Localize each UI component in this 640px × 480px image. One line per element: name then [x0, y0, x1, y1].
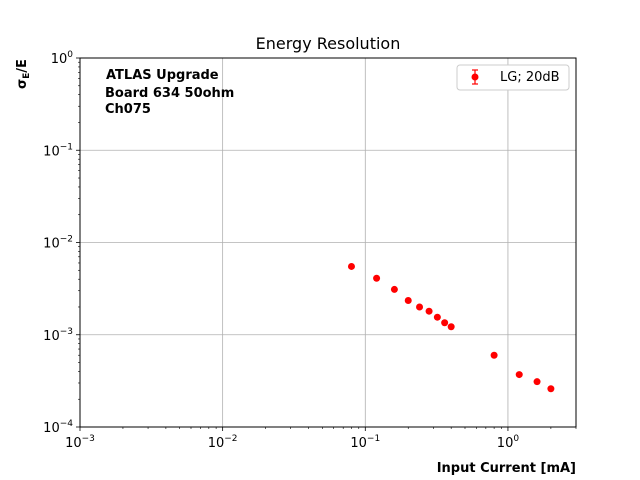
- data-point: [433, 313, 441, 321]
- data-point: [425, 307, 433, 315]
- data-point: [347, 262, 355, 270]
- legend-box: [456, 64, 570, 91]
- data-point: [447, 323, 455, 331]
- legend-label: LG; 20dB: [500, 70, 560, 85]
- data-point: [490, 351, 498, 359]
- data-point: [416, 303, 424, 311]
- annotation-line-2: Board 634 50ohm: [105, 86, 234, 101]
- legend-marker: [471, 73, 479, 81]
- x-tick-label: 10−3: [65, 434, 95, 451]
- data-point: [547, 385, 555, 393]
- data-point: [515, 371, 523, 379]
- data-point: [373, 274, 381, 282]
- chart-title: Energy Resolution: [256, 34, 401, 53]
- y-axis-label-tail: /E: [15, 59, 30, 73]
- y-tick-label: 10−2: [43, 235, 73, 252]
- annotation-line-1: ATLAS Upgrade: [106, 68, 219, 83]
- y-axis-label-main: σ: [15, 79, 30, 89]
- annotation-block: ATLAS Upgrade Board 634 50ohm Ch075: [105, 68, 234, 117]
- plot-frame: [79, 57, 577, 428]
- y-axis-label: σE/E: [15, 59, 32, 89]
- legend: LG; 20dB: [456, 64, 570, 91]
- x-axis-label: Input Current [mA]: [437, 461, 576, 476]
- x-axis-ticks: 10−3 10−2 10−1 100: [65, 427, 519, 451]
- y-tick-label: 100: [51, 50, 74, 67]
- data-point: [441, 319, 449, 327]
- x-tick-label: 100: [497, 434, 520, 451]
- data-point: [533, 378, 541, 386]
- data-point: [390, 285, 398, 293]
- y-axis-ticks: 10−4 10−3 10−2 10−1 100: [43, 50, 80, 436]
- y-axis-label-subscript: E: [22, 73, 32, 79]
- x-tick-label: 10−2: [208, 434, 238, 451]
- annotation-line-3: Ch075: [105, 102, 151, 117]
- data-points: [347, 262, 555, 393]
- y-tick-label: 10−3: [43, 327, 73, 344]
- y-tick-label: 10−1: [43, 142, 73, 159]
- y-tick-label: 10−4: [43, 419, 73, 436]
- data-point: [404, 297, 412, 305]
- x-tick-label: 10−1: [350, 434, 380, 451]
- grid-lines: [80, 58, 576, 427]
